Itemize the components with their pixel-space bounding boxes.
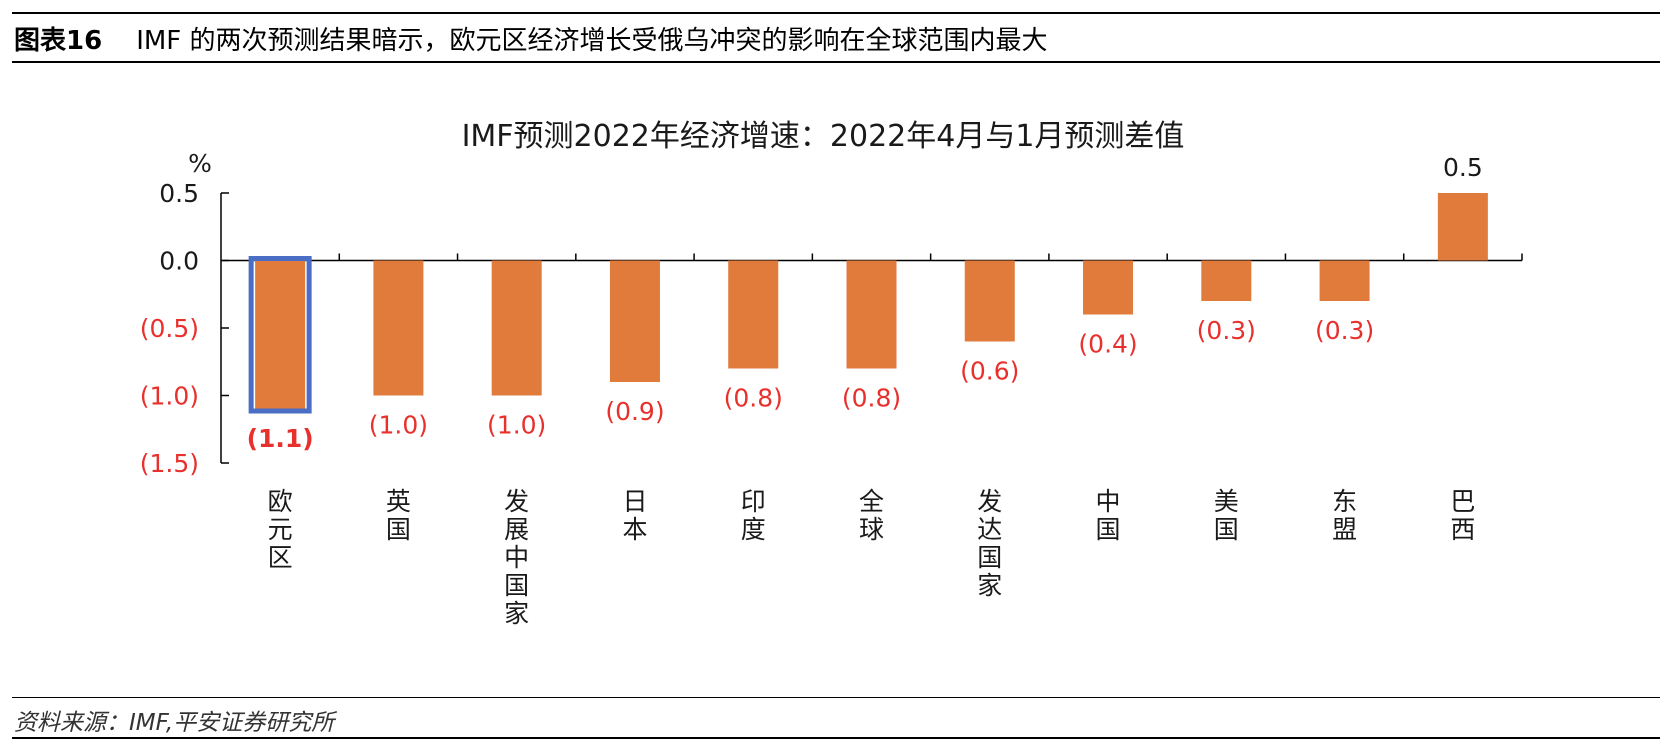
data-labels: (1.1) (1.0) (1.0) (0.9) (0.8) (0.8) (0.6) (0.4)… (247, 153, 1483, 453)
header-rule-top (12, 12, 1660, 14)
figure-caption: IMF 的两次预测结果暗示，欧元区经济增长受俄乌冲突的影响在全球范围内最大 (136, 25, 1048, 56)
chart-title: IMF预测2022年经济增速：2022年4月与1月预测差值 (462, 119, 1185, 154)
bars (248, 193, 1488, 414)
category-label: 英国 (386, 487, 411, 544)
category-label: 发展中国家 (504, 487, 529, 628)
y-axis-unit-label: % (188, 149, 212, 178)
bar-东盟 (1319, 260, 1370, 301)
header-rule-bottom (12, 61, 1660, 63)
bar-发达国家 (964, 260, 1015, 342)
data-label: (0.3) (1315, 316, 1374, 345)
category-label: 全球 (859, 487, 884, 544)
footer-rule-top (12, 697, 1660, 698)
data-label: (0.4) (1078, 330, 1137, 359)
bar-巴西 (1437, 193, 1488, 261)
y-tick-label: 0.5 (159, 179, 199, 208)
category-label: 巴西 (1450, 487, 1475, 544)
category-label: 欧元区 (268, 487, 293, 572)
x-axis (221, 253, 1523, 262)
data-label: (0.9) (605, 397, 664, 426)
bar-发展中国家 (491, 260, 542, 396)
source-note: 资料来源：IMF,平安证券研究所 (14, 710, 335, 736)
bar-日本 (609, 260, 660, 382)
bar-欧元区 (255, 260, 306, 409)
bar-英国 (373, 260, 424, 396)
footer-rule-bottom (12, 737, 1660, 739)
data-label: (1.1) (247, 424, 314, 453)
figure-header: 图表16 IMF 的两次预测结果暗示，欧元区经济增长受俄乌冲突的影响在全球范围内… (14, 22, 1048, 56)
data-label: (0.8) (842, 384, 901, 413)
y-tick-label: 0.0 (159, 247, 199, 276)
y-axis: 0.5 0.0 (0.5) (1.0) (1.5) (140, 179, 229, 478)
data-label: (0.8) (724, 384, 783, 413)
category-labels: 欧元区 英国 发展中国家 日本 印度 全球 发达国家 中国 美国 东盟 巴西 (268, 487, 1476, 628)
figure-label: 图表16 (14, 25, 103, 56)
data-label: (1.0) (369, 411, 428, 440)
category-label: 中国 (1096, 487, 1121, 544)
category-label: 东盟 (1332, 487, 1357, 544)
data-label: (0.6) (960, 357, 1019, 386)
category-label: 日本 (622, 487, 647, 544)
bar-美国 (1201, 260, 1252, 301)
data-label: 0.5 (1443, 153, 1483, 182)
data-label: (0.3) (1197, 316, 1256, 345)
y-tick-label: (0.5) (140, 314, 199, 343)
category-label: 印度 (741, 487, 766, 544)
bar-印度 (728, 260, 779, 369)
highlight-box (248, 256, 312, 414)
bar-chart: IMF预测2022年经济增速：2022年4月与1月预测差值 % 0.5 0.0 (0… (140, 119, 1523, 628)
bar-全球 (846, 260, 897, 369)
category-label: 发达国家 (977, 487, 1002, 600)
y-tick-label: (1.0) (140, 382, 199, 411)
data-label: (1.0) (487, 411, 546, 440)
bar-中国 (1083, 260, 1134, 315)
y-tick-label: (1.5) (140, 449, 199, 478)
category-label: 美国 (1214, 487, 1239, 544)
